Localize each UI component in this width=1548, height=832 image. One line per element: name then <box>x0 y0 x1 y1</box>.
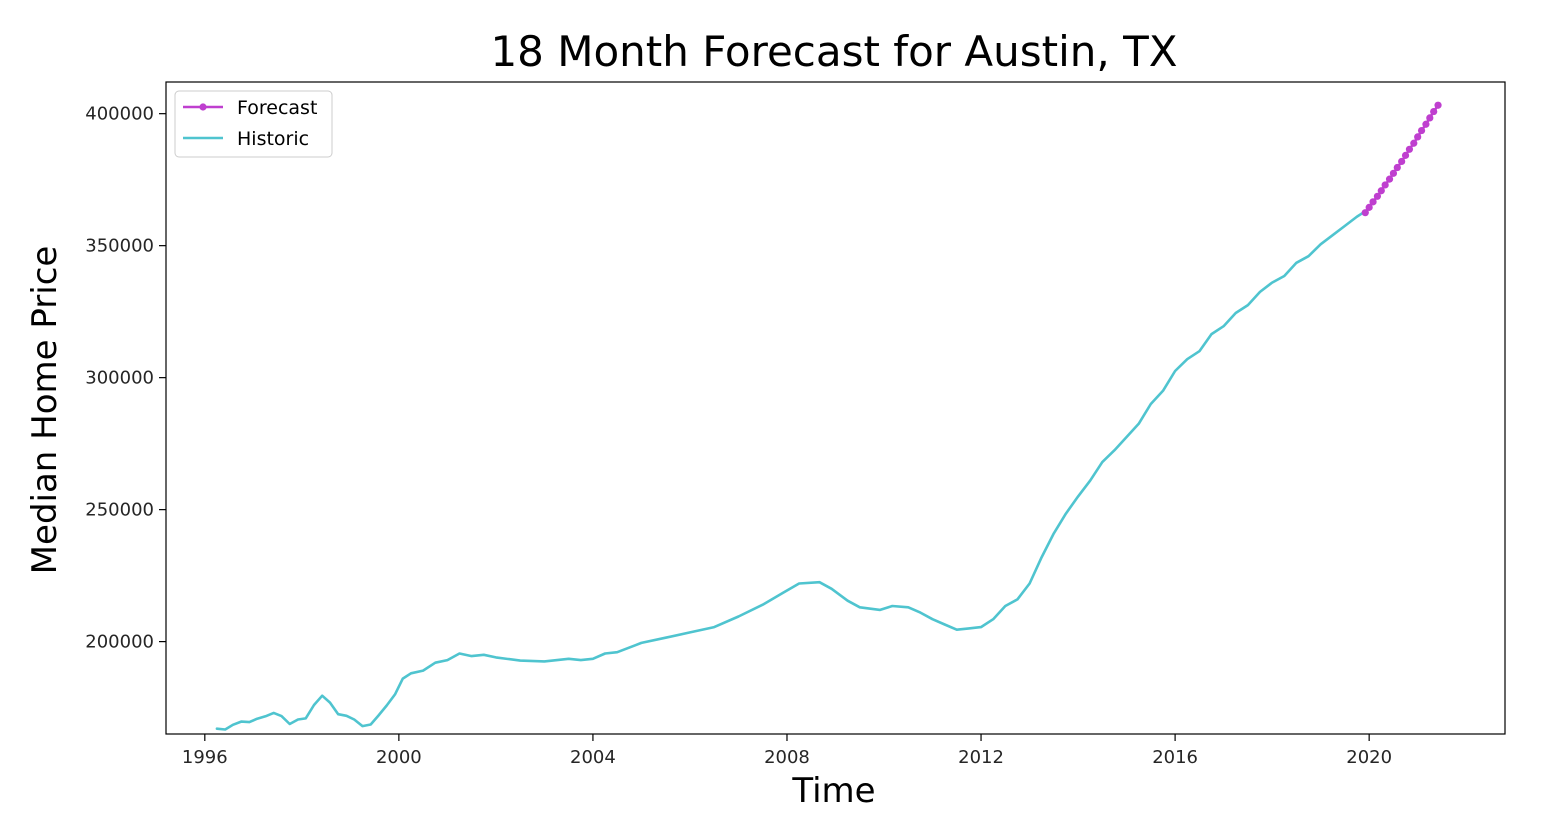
forecast-point <box>1410 139 1418 147</box>
forecast-point <box>1430 107 1438 116</box>
y-axis-label: Median Home Price <box>25 246 65 575</box>
forecast-point <box>1426 114 1434 122</box>
x-tick-label: 2004 <box>570 747 616 768</box>
x-tick-label: 2008 <box>764 747 810 768</box>
forecast-point <box>1369 198 1377 206</box>
x-tick-label: 2000 <box>376 747 422 768</box>
chart-title: 18 Month Forecast for Austin, TX <box>490 27 1177 76</box>
y-tick-label: 400000 <box>85 104 154 125</box>
forecast-point <box>1414 133 1422 141</box>
legend-label-forecast: Forecast <box>237 97 317 119</box>
forecast-point <box>1417 126 1426 135</box>
x-tick-label: 1996 <box>182 747 228 768</box>
forecast-point <box>1381 181 1389 189</box>
plot-frame <box>165 81 1506 735</box>
y-tick-label: 200000 <box>85 632 154 653</box>
forecast-point <box>1422 120 1430 128</box>
x-tick-label: 2016 <box>1152 747 1198 768</box>
historic-series-line <box>215 210 1367 731</box>
x-tick-label: 2020 <box>1346 747 1392 768</box>
forecast-point <box>1434 101 1442 109</box>
forecast-point <box>1377 187 1385 195</box>
x-tick-label: 2012 <box>958 747 1004 768</box>
forecast-point <box>1398 157 1406 166</box>
axis-ticks: 1996 2000 2004 2008 2012 2016 2020 200000 250000… <box>85 104 1392 768</box>
forecast-point <box>1365 203 1373 211</box>
forecast-point <box>1405 145 1414 153</box>
forecast-point <box>1401 151 1410 159</box>
y-tick-label: 350000 <box>85 236 154 257</box>
legend-marker-forecast <box>199 103 207 111</box>
legend: Forecast Historic <box>174 90 333 158</box>
forecast-point <box>1393 163 1401 172</box>
plot-area <box>215 101 1442 731</box>
forecast-point <box>1385 175 1394 183</box>
y-tick-label: 250000 <box>85 500 154 521</box>
legend-label-historic: Historic <box>237 128 309 150</box>
y-tick-label: 300000 <box>85 368 154 389</box>
forecast-point <box>1373 192 1382 200</box>
forecast-point <box>1361 209 1369 217</box>
forecast-point <box>1389 169 1398 177</box>
x-axis-label: Time <box>791 771 875 811</box>
